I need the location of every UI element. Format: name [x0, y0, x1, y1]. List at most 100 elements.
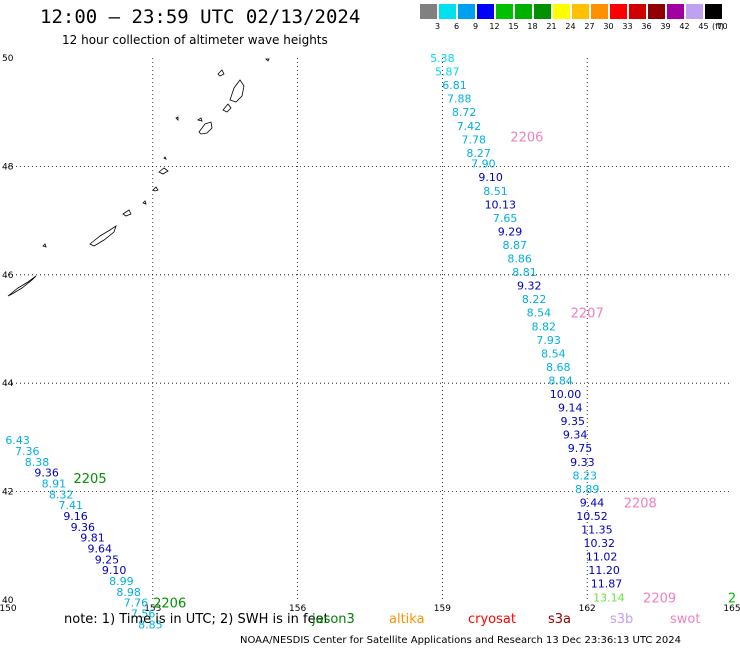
coastline-kuril-islands: [7, 58, 270, 297]
wave-height-value: 8.54: [541, 347, 566, 360]
wave-height-value: 9.10: [102, 564, 127, 577]
island-outline: [158, 167, 169, 175]
wave-height-value: 8.23: [573, 469, 598, 482]
island-outline: [122, 209, 132, 217]
legend-swatch-label: 9: [472, 22, 479, 31]
wave-height-value: 8.51: [483, 185, 508, 198]
legend-swatch-label: 24: [565, 22, 576, 31]
pass-id-label: 2208: [624, 496, 657, 511]
wave-height-value: 8.86: [507, 253, 532, 266]
legend-swatch: [534, 4, 551, 19]
wave-height-value: 5.87: [435, 66, 460, 79]
legend-swatch: [477, 4, 494, 19]
wave-height-value: 8.98: [116, 586, 141, 599]
lat-lon-grid: [8, 58, 732, 600]
wave-height-value: 7.90: [471, 158, 496, 171]
legend-swatch-label: 33: [622, 22, 633, 31]
wave-height-value: 9.25: [95, 553, 120, 566]
wave-height-value: 9.75: [568, 442, 593, 455]
legend-swatch-label: 30: [603, 22, 614, 31]
wave-height-value: 11.02: [586, 551, 618, 564]
wave-height-value: 13.14: [593, 591, 625, 604]
wave-height-value: 8.72: [452, 106, 477, 119]
wave-height-value: 8.91: [42, 477, 67, 490]
wave-height-value: 9.33: [570, 456, 595, 469]
pass-id-label: 2205: [74, 472, 107, 487]
wave-height-value: 10.52: [576, 510, 608, 523]
legend-swatch: [515, 4, 532, 19]
legend-swatch: [553, 4, 570, 19]
legend-swatch-label: 39: [660, 22, 671, 31]
wave-height-value: 7.41: [58, 499, 83, 512]
wave-height-value: 9.81: [80, 532, 105, 545]
note-text: note: 1) Time is in UTC; 2) SWH is in fe…: [64, 612, 329, 627]
axis-tick-labels: 150 153 156 159 162 165 50 48 46 44 42 40: [0, 54, 740, 614]
legend-swatch-label: 45: [698, 22, 709, 31]
legend-swatch-label: 27: [584, 22, 595, 31]
wave-height-value: 8.38: [25, 456, 50, 469]
legend-swatch-label: 18: [527, 22, 538, 31]
legend-swatch: [572, 4, 589, 19]
wave-height-value: 11.87: [591, 578, 623, 591]
longitude-tick-label: 159: [434, 604, 451, 614]
pass-id-label: 2206: [153, 597, 186, 612]
latitude-tick-label: 40: [2, 596, 14, 606]
wave-height-value: 7.42: [457, 120, 482, 133]
satellite-key-s3b: s3b: [610, 612, 634, 627]
satellite-key-cryosat: cryosat: [468, 612, 516, 627]
satellite-key-swot: swot: [670, 612, 701, 627]
legend-swatch: [610, 4, 627, 19]
island-outline: [152, 186, 159, 192]
legend-swatch: [667, 4, 684, 19]
wave-height-values: 6.437.368.389.368.918.327.419.169.369.81…: [5, 52, 624, 631]
wave-height-value: 7.78: [462, 133, 487, 146]
pass-id-label: 2: [728, 591, 736, 606]
legend-swatch-label: 12: [489, 22, 500, 31]
island-outline: [229, 79, 245, 103]
wave-height-value: 8.84: [548, 374, 573, 387]
wave-height-value: 7.65: [493, 212, 518, 225]
island-outline: [89, 225, 117, 247]
wave-height-value: 8.89: [575, 483, 600, 496]
island-outline: [142, 200, 147, 205]
legend-swatch: [420, 4, 437, 19]
legend-swatch-label: 42: [679, 22, 690, 31]
wave-height-value: 8.32: [49, 488, 74, 501]
island-outline: [42, 243, 47, 248]
wave-height-value: 8.85: [138, 618, 163, 631]
wave-height-value: 9.16: [63, 510, 88, 523]
wave-height-value: 9.44: [580, 496, 605, 509]
pass-id-label: 2209: [643, 591, 676, 606]
longitude-tick-label: 165: [723, 604, 740, 614]
legend-swatch: [496, 4, 513, 19]
page-subtitle: 12 hour collection of altimeter wave hei…: [62, 33, 328, 47]
island-outline: [163, 156, 167, 160]
island-outline: [175, 116, 179, 121]
wave-height-value: 7.88: [447, 93, 472, 106]
wave-height-value: 7.56: [131, 608, 156, 621]
wave-height-value: 9.35: [560, 415, 585, 428]
wave-height-value: 10.13: [485, 198, 517, 211]
wave-height-value: 9.36: [71, 521, 96, 534]
wave-height-value: 9.36: [34, 467, 59, 480]
wave-height-value: 6.43: [5, 434, 30, 447]
wave-height-value: 8.22: [522, 293, 547, 306]
wave-height-value: 6.81: [442, 79, 467, 92]
island-outline: [198, 121, 213, 135]
wave-height-value: 8.54: [527, 307, 552, 320]
latitude-tick-label: 42: [2, 488, 13, 498]
satellite-key-altika: altika: [389, 612, 425, 627]
coastline-segment: [7, 275, 37, 297]
wave-height-color-legend: (ft) 3 6 9 12 15 18 21 24 27 30 33 36 39 42 45 70: [420, 4, 729, 34]
latitude-tick-label: 50: [2, 54, 14, 64]
longitude-tick-label: 150: [0, 604, 17, 614]
wave-height-value: 11.20: [588, 564, 620, 577]
wave-height-value: 10.00: [550, 388, 582, 401]
legend-swatch: [648, 4, 665, 19]
wave-height-value: 9.10: [478, 171, 503, 184]
longitude-tick-label: 153: [144, 604, 161, 614]
wave-height-value: 7.76: [124, 597, 149, 610]
wave-height-value: 11.35: [581, 524, 613, 537]
